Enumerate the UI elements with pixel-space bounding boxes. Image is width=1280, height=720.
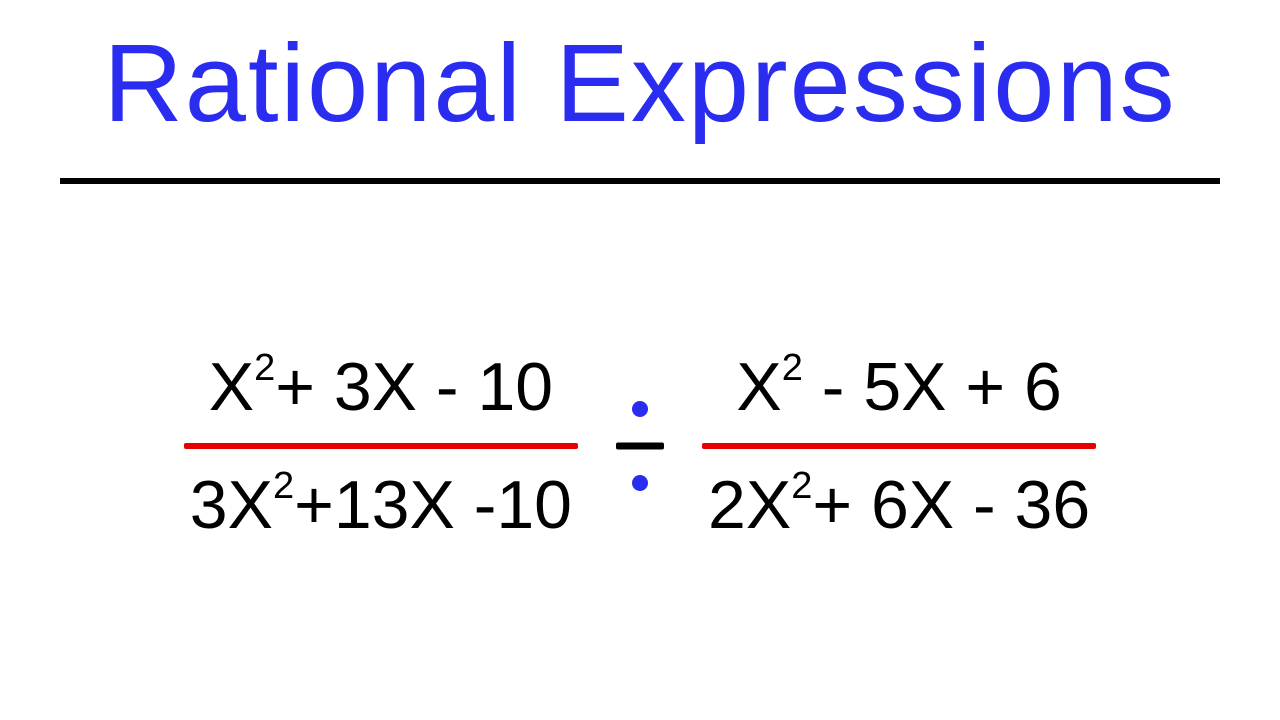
divide-dot-top <box>632 401 648 417</box>
left-fraction: X2+ 3X - 10 3X2+13X -10 <box>184 335 578 557</box>
page-title: Rational Expressions <box>103 20 1176 147</box>
right-denominator: 2X2+ 6X - 36 <box>702 449 1096 557</box>
divide-bar <box>616 443 664 450</box>
right-numerator: X2 - 5X + 6 <box>730 335 1067 443</box>
divide-operator <box>610 391 670 501</box>
right-fraction: X2 - 5X + 6 2X2+ 6X - 36 <box>702 335 1096 557</box>
divide-dot-bottom <box>632 475 648 491</box>
left-denominator: 3X2+13X -10 <box>184 449 578 557</box>
left-numerator: X2+ 3X - 10 <box>203 335 559 443</box>
title-underline <box>60 178 1220 184</box>
expression-row: X2+ 3X - 10 3X2+13X -10 X2 - 5X + 6 2X2+… <box>0 335 1280 557</box>
